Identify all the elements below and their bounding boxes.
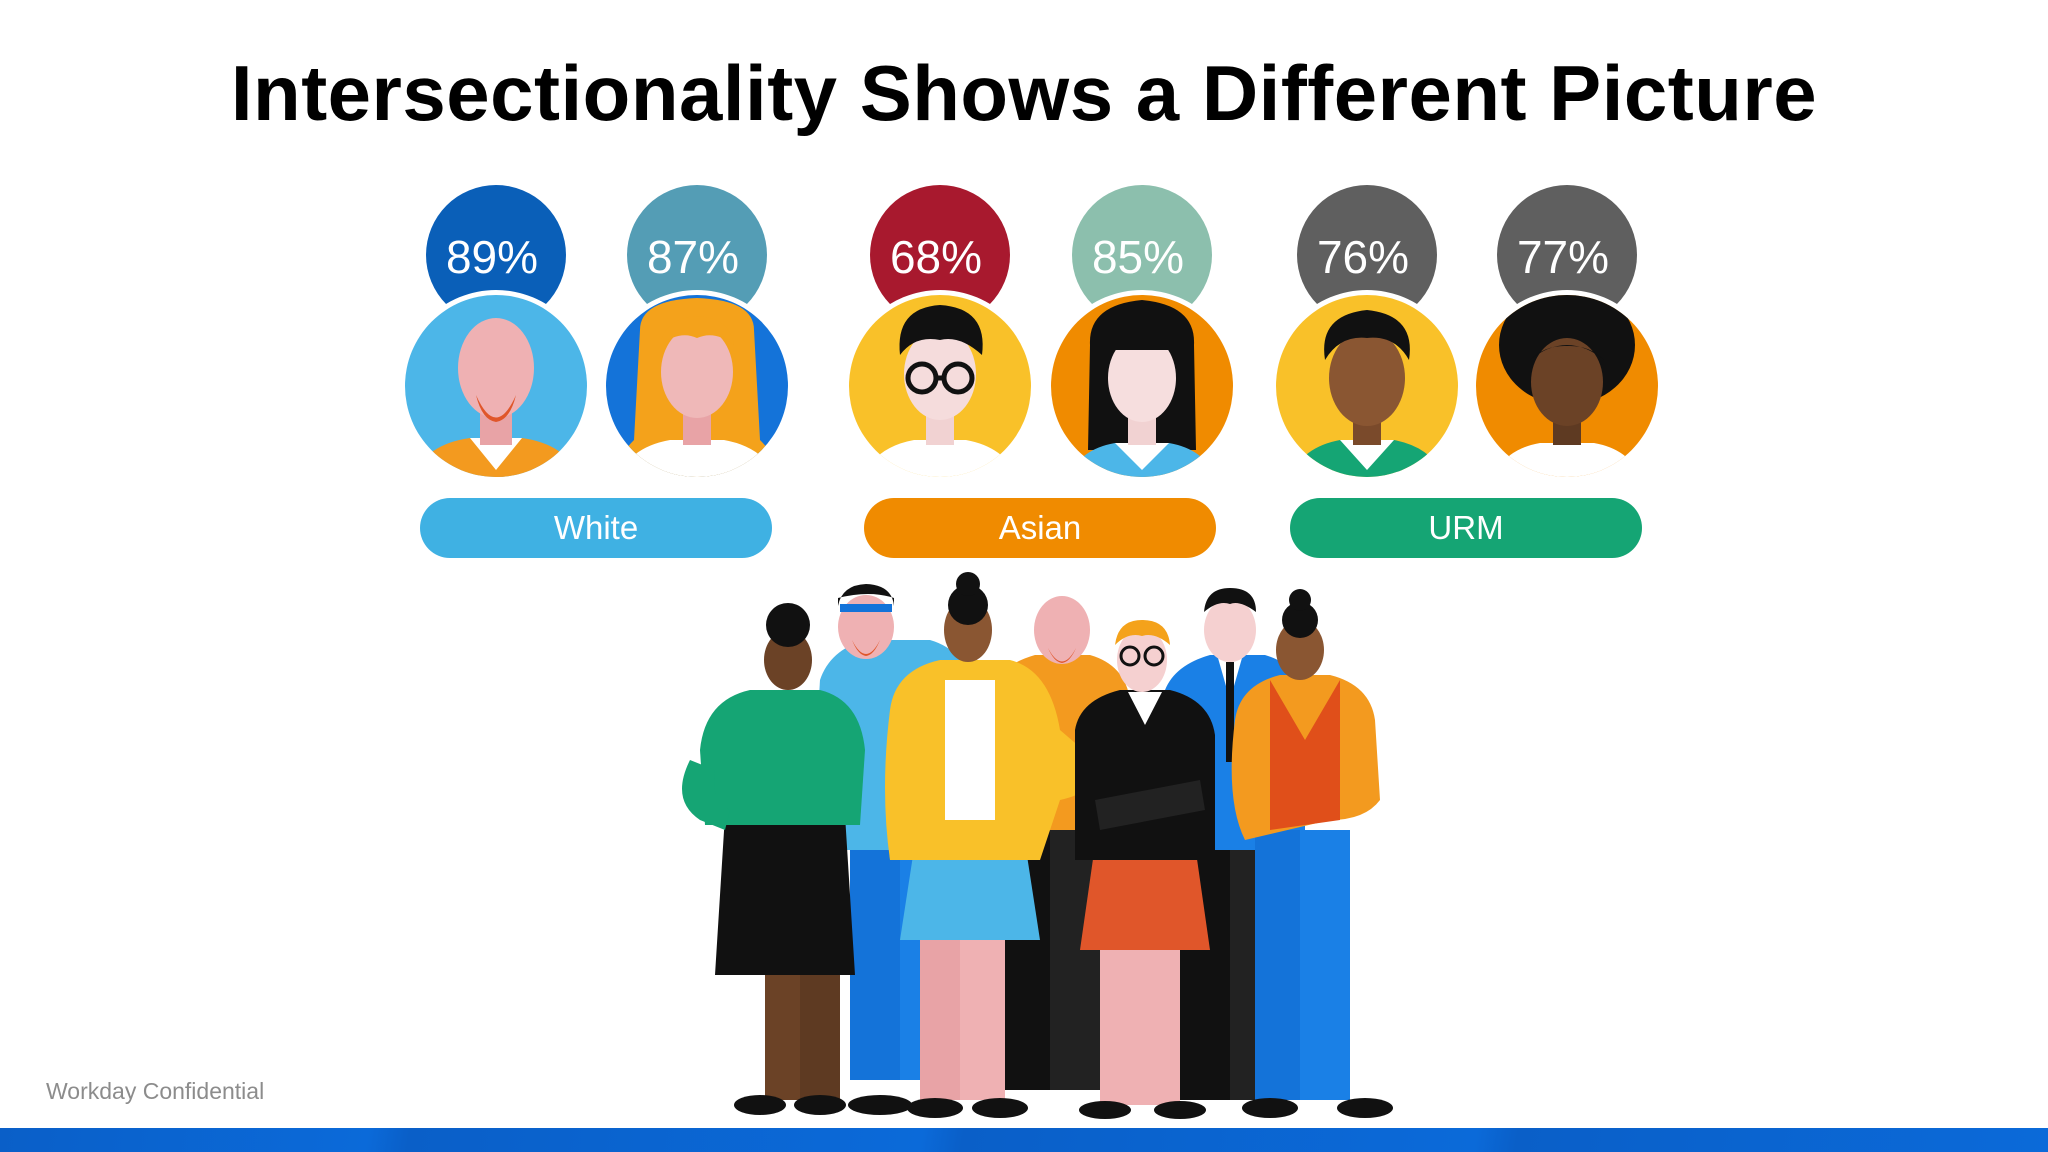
badge-urm-woman: 77% <box>1497 185 1637 325</box>
group-pill-urm: URM <box>1290 498 1642 558</box>
badge-asian-man: 68% <box>870 185 1010 325</box>
avatar-white-man-icon <box>400 290 592 482</box>
person-black-blazer <box>1075 620 1215 1119</box>
badge-circle <box>1497 185 1637 325</box>
avatar-white-woman-icon <box>601 290 793 482</box>
avatar-asian-man-icon <box>844 290 1036 482</box>
person-green-top <box>682 603 865 1115</box>
badge-asian-woman: 85% <box>1072 185 1212 325</box>
group-label: White <box>553 509 639 546</box>
badge-circle <box>627 185 767 325</box>
footer-confidential: Workday Confidential <box>46 1078 265 1104</box>
badge-value: 89% <box>446 231 538 283</box>
badge-value: 87% <box>647 231 739 283</box>
badge-circle <box>1072 185 1212 325</box>
group-label: URM <box>1428 509 1504 546</box>
badge-white-man: 89% <box>426 185 566 325</box>
badge-value: 85% <box>1092 231 1184 283</box>
avatar-asian-woman-icon <box>1046 290 1238 482</box>
badge-value: 77% <box>1517 231 1609 283</box>
badge-circle <box>426 185 566 325</box>
badge-white-woman: 87% <box>627 185 767 325</box>
avatar-urm-woman-icon <box>1471 290 1663 482</box>
person-orange-vest <box>1231 589 1393 1118</box>
avatars-row: 89% 87% 68% 85% 76% 77% <box>400 185 1663 482</box>
slide-title: Intersectionality Shows a Different Pict… <box>230 49 1818 137</box>
badge-circle <box>1297 185 1437 325</box>
badge-value: 68% <box>890 231 982 283</box>
badge-circle <box>870 185 1010 325</box>
group-label: Asian <box>998 509 1082 546</box>
bottom-bar <box>0 1128 2048 1152</box>
group-pill-white: White <box>420 498 772 558</box>
group-pill-asian: Asian <box>864 498 1216 558</box>
person-yellow-jacket <box>885 572 1097 1118</box>
badge-urm-man: 76% <box>1297 185 1437 325</box>
badge-value: 76% <box>1317 231 1409 283</box>
